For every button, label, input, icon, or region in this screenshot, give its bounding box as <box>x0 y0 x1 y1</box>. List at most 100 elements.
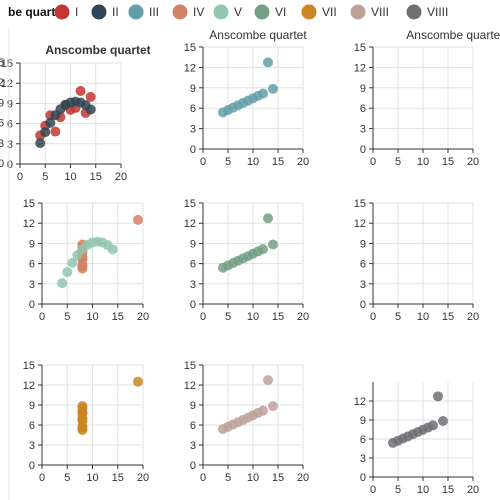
legend-marker[interactable] <box>213 4 229 20</box>
data-point[interactable] <box>428 420 438 431</box>
y-tick-label: 0 <box>29 299 35 311</box>
x-tick-label: 10 <box>247 472 259 484</box>
data-point[interactable] <box>77 414 88 425</box>
y-tick-label: 15 <box>184 360 196 372</box>
scatter-panel: 0 3 6 9 12 15 0 5 10 15 20 <box>184 198 309 323</box>
y-tick-label: 12 <box>354 62 366 74</box>
legend-label[interactable]: VII <box>322 5 337 19</box>
x-tick-label: 0 <box>17 171 23 183</box>
data-point[interactable] <box>223 421 233 432</box>
y-tick-label: 12 <box>1 78 13 90</box>
data-point[interactable] <box>258 244 268 255</box>
data-point[interactable] <box>233 417 243 428</box>
y-tick-label: 6 <box>360 259 366 271</box>
x-tick-label: 0 <box>39 311 45 323</box>
x-tick-label: 5 <box>64 472 70 484</box>
y-tick-label: 12 <box>184 62 196 74</box>
legend-label[interactable]: IV <box>193 5 204 19</box>
x-tick-label: 20 <box>297 472 309 484</box>
data-point[interactable] <box>75 86 86 97</box>
data-point[interactable] <box>223 260 233 271</box>
y-tick-label: 3 <box>7 139 13 151</box>
x-tick-label: 20 <box>137 472 149 484</box>
legend-label[interactable]: III <box>149 5 159 19</box>
legend-label[interactable]: VI <box>275 5 286 19</box>
data-point[interactable] <box>85 104 96 115</box>
legend-marker[interactable] <box>172 4 188 20</box>
y-tick-label: 12 <box>184 380 196 392</box>
data-point[interactable] <box>77 261 88 272</box>
data-point[interactable] <box>72 250 83 261</box>
data-point[interactable] <box>77 422 88 433</box>
y-tick-label: 3 <box>29 279 35 291</box>
data-point[interactable] <box>45 117 56 128</box>
legend-label[interactable]: V <box>234 5 242 19</box>
clipped-tick-label: 9 <box>0 97 4 109</box>
data-point[interactable] <box>75 97 86 108</box>
clipped-tick-label: 0 <box>0 158 4 170</box>
legend-marker[interactable] <box>301 4 317 20</box>
data-point[interactable] <box>403 431 413 442</box>
data-point[interactable] <box>258 405 268 416</box>
data-point[interactable] <box>268 239 278 250</box>
legend-marker[interactable] <box>406 4 422 20</box>
data-point[interactable] <box>223 105 233 116</box>
legend-marker[interactable] <box>254 4 270 20</box>
legend-marker[interactable] <box>350 4 366 20</box>
y-tick-label: 15 <box>354 198 366 210</box>
x-tick-label: 0 <box>370 156 376 168</box>
data-point[interactable] <box>263 375 273 386</box>
legend-marker[interactable] <box>54 4 70 20</box>
data-point[interactable] <box>263 57 273 68</box>
x-tick-label: 10 <box>417 311 429 323</box>
data-point[interactable] <box>97 237 108 248</box>
data-point[interactable] <box>60 99 71 110</box>
y-tick-label: 15 <box>1 58 13 70</box>
y-tick-label: 15 <box>184 42 196 54</box>
data-point[interactable] <box>35 138 46 149</box>
data-point[interactable] <box>132 376 143 387</box>
panel-title: Anscombe quartet <box>209 28 307 42</box>
x-tick-label: 20 <box>467 311 479 323</box>
legend-label[interactable]: VIIII <box>427 5 448 19</box>
data-point[interactable] <box>263 213 273 224</box>
data-point[interactable] <box>57 278 68 289</box>
data-point[interactable] <box>82 239 93 250</box>
y-tick-label: 0 <box>360 472 366 484</box>
data-point[interactable] <box>438 416 448 427</box>
y-tick-label: 0 <box>190 299 196 311</box>
x-tick-label: 15 <box>442 311 454 323</box>
data-point[interactable] <box>67 257 78 268</box>
data-point[interactable] <box>233 255 243 266</box>
data-point[interactable] <box>243 95 253 106</box>
legend-label[interactable]: II <box>112 5 119 19</box>
legend-marker[interactable] <box>91 4 107 20</box>
data-point[interactable] <box>243 412 253 423</box>
data-point[interactable] <box>233 100 243 111</box>
y-tick-label: 6 <box>29 420 35 432</box>
data-point[interactable] <box>85 91 96 102</box>
data-point[interactable] <box>50 110 61 121</box>
x-tick-label: 5 <box>225 156 231 168</box>
data-point[interactable] <box>107 244 118 255</box>
data-point[interactable] <box>50 126 61 137</box>
data-point[interactable] <box>268 83 278 94</box>
data-point[interactable] <box>40 127 51 138</box>
data-point[interactable] <box>258 88 268 99</box>
data-point[interactable] <box>243 251 253 262</box>
data-point[interactable] <box>132 214 143 225</box>
legend-label[interactable]: I <box>75 5 78 19</box>
y-tick-label: 15 <box>184 198 196 210</box>
legend-label[interactable]: VIII <box>371 5 389 19</box>
x-tick-label: 15 <box>442 484 454 496</box>
legend-marker[interactable] <box>128 4 144 20</box>
data-point[interactable] <box>62 267 73 278</box>
data-point[interactable] <box>413 426 423 437</box>
data-point[interactable] <box>393 435 403 446</box>
data-point[interactable] <box>433 391 443 402</box>
data-point[interactable] <box>268 401 278 412</box>
x-tick-label: 10 <box>247 311 259 323</box>
y-tick-label: 0 <box>190 460 196 472</box>
scatter-panel: 0 3 6 9 12 15 0 5 10 15 20 <box>354 198 479 323</box>
